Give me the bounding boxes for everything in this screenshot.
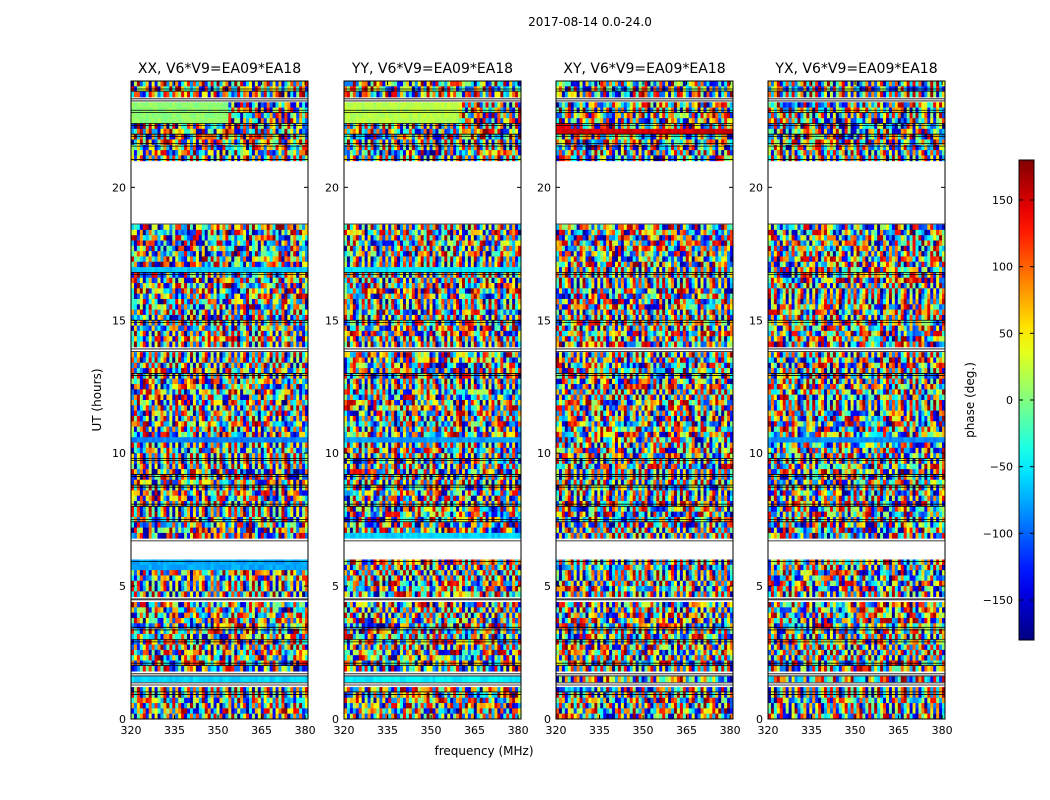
panel-4: YX, V6*V9=EA09*EA18 320 335 350 365 380 0 5 10 15… (749, 61, 953, 737)
y-tick-label: 15 (749, 314, 763, 327)
panel-frame (767, 80, 946, 720)
x-tick-label: 350 (421, 724, 442, 737)
x-tick-label: 350 (208, 724, 229, 737)
colorbar-tick-label: 150 (992, 194, 1013, 207)
x-tick-label: 320 (546, 724, 567, 737)
x-tick-label: 365 (251, 724, 272, 737)
phase-heatmap (556, 81, 733, 719)
colorbar-tick-label: −100 (983, 527, 1013, 540)
x-tick-label: 320 (334, 724, 355, 737)
x-tick-label: 335 (589, 724, 610, 737)
panel-3: XY, V6*V9=EA09*EA18 320 335 350 365 380 0 5 10 15… (537, 61, 741, 737)
y-tick-label: 15 (325, 314, 339, 327)
y-tick-label: 0 (119, 713, 126, 726)
x-tick-label: 380 (508, 724, 529, 737)
y-tick-label: 0 (332, 713, 339, 726)
x-tick-label: 365 (464, 724, 485, 737)
y-tick-label: 10 (749, 447, 763, 460)
y-tick-label: 20 (325, 181, 339, 194)
phase-heatmap (768, 81, 945, 719)
figure-suptitle: 2017-08-14 0.0-24.0 (528, 15, 652, 29)
y-tick-label: 5 (544, 580, 551, 593)
x-axis-label: frequency (MHz) (434, 744, 533, 758)
y-tick-label: 20 (112, 181, 126, 194)
panel-title: YX, V6*V9=EA09*EA18 (774, 61, 937, 77)
y-tick-label: 5 (756, 580, 763, 593)
panel-title: YY, V6*V9=EA09*EA18 (351, 61, 513, 77)
y-tick-label: 10 (325, 447, 339, 460)
phase-heatmap (344, 81, 521, 719)
colorbar-tick-label: 50 (999, 327, 1013, 340)
y-tick-label: 10 (537, 447, 551, 460)
panel-frame (343, 80, 522, 720)
panel-2: YY, V6*V9=EA09*EA18 320 335 350 365 380 0 5 10 15… (325, 61, 529, 737)
colorbar-tick-label: 0 (1006, 394, 1013, 407)
panel-frame (130, 80, 309, 720)
y-tick-label: 0 (544, 713, 551, 726)
colorbar-tick-label: −50 (990, 461, 1013, 474)
x-tick-label: 320 (121, 724, 142, 737)
y-tick-label: 15 (112, 314, 126, 327)
y-tick-label: 15 (537, 314, 551, 327)
x-tick-label: 365 (676, 724, 697, 737)
y-tick-label: 5 (332, 580, 339, 593)
x-tick-label: 335 (801, 724, 822, 737)
panel-1: XX, V6*V9=EA09*EA18 320 335 350 365 380 0 5 10 15… (112, 61, 316, 737)
x-tick-label: 350 (845, 724, 866, 737)
phase-heatmap (131, 81, 308, 719)
y-tick-label: 20 (537, 181, 551, 194)
x-tick-label: 335 (164, 724, 185, 737)
colorbar-tick-label: 100 (992, 261, 1013, 274)
panel-title: XY, V6*V9=EA09*EA18 (563, 61, 725, 77)
colorbar-tick-label: −150 (983, 594, 1013, 607)
y-tick-label: 0 (756, 713, 763, 726)
y-axis-label: UT (hours) (90, 368, 104, 431)
panel-frame (555, 80, 734, 720)
panel-title: XX, V6*V9=EA09*EA18 (138, 61, 301, 77)
panels: XX, V6*V9=EA09*EA18 320 335 350 365 380 0 5 10 15… (112, 61, 953, 737)
x-tick-label: 350 (633, 724, 654, 737)
colorbar: −150 −100 −50 0 50 100 150 (983, 159, 1035, 641)
x-tick-label: 380 (295, 724, 316, 737)
y-tick-label: 10 (112, 447, 126, 460)
y-tick-label: 5 (119, 580, 126, 593)
x-tick-label: 335 (377, 724, 398, 737)
y-tick-label: 20 (749, 181, 763, 194)
x-tick-label: 380 (720, 724, 741, 737)
x-tick-label: 380 (932, 724, 953, 737)
x-tick-label: 365 (888, 724, 909, 737)
x-tick-label: 320 (758, 724, 779, 737)
colorbar-label: phase (deg.) (963, 362, 977, 438)
